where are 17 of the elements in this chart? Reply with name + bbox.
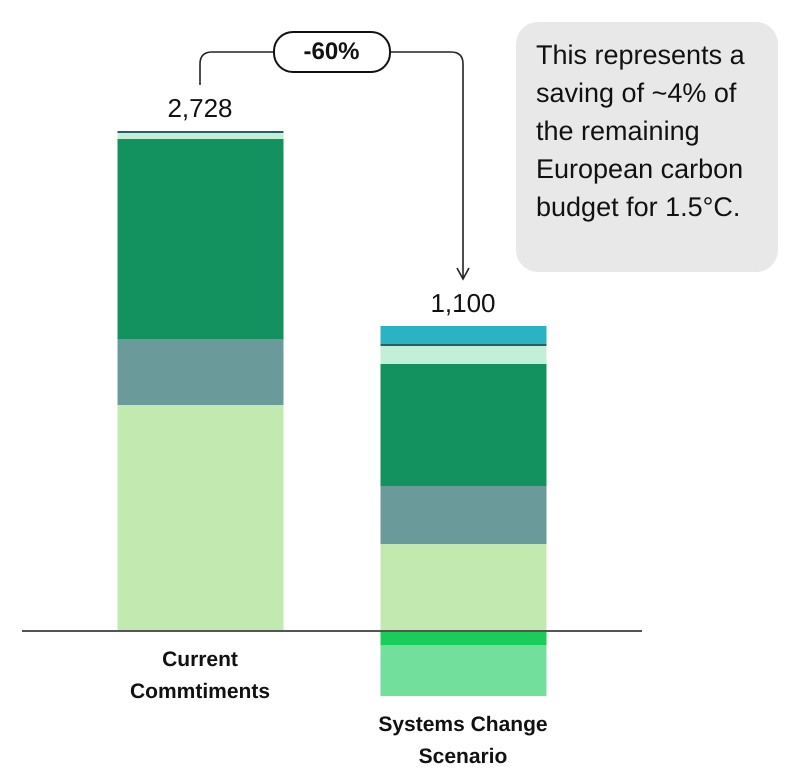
bar: [380, 486, 546, 544]
annotation: 1,100: [429, 288, 497, 318]
bar: [118, 339, 284, 405]
bar: [380, 346, 546, 364]
bar: [380, 364, 546, 486]
annotation: 2,728: [166, 93, 234, 123]
bar: [380, 645, 546, 696]
bar: [380, 631, 546, 645]
bar: [118, 139, 284, 339]
bar: [118, 133, 284, 139]
text: -60%: [272, 31, 390, 73]
bar: [380, 326, 546, 344]
annotation: This represents a saving of ~4% of the remaining European carbon budget for 1.5°C.: [536, 39, 746, 224]
x-tick-label: Current Commtiments: [130, 648, 270, 703]
bar: [118, 405, 284, 631]
x-tick-label: Systems Change Scenario: [378, 712, 548, 768]
bar: [380, 544, 546, 631]
